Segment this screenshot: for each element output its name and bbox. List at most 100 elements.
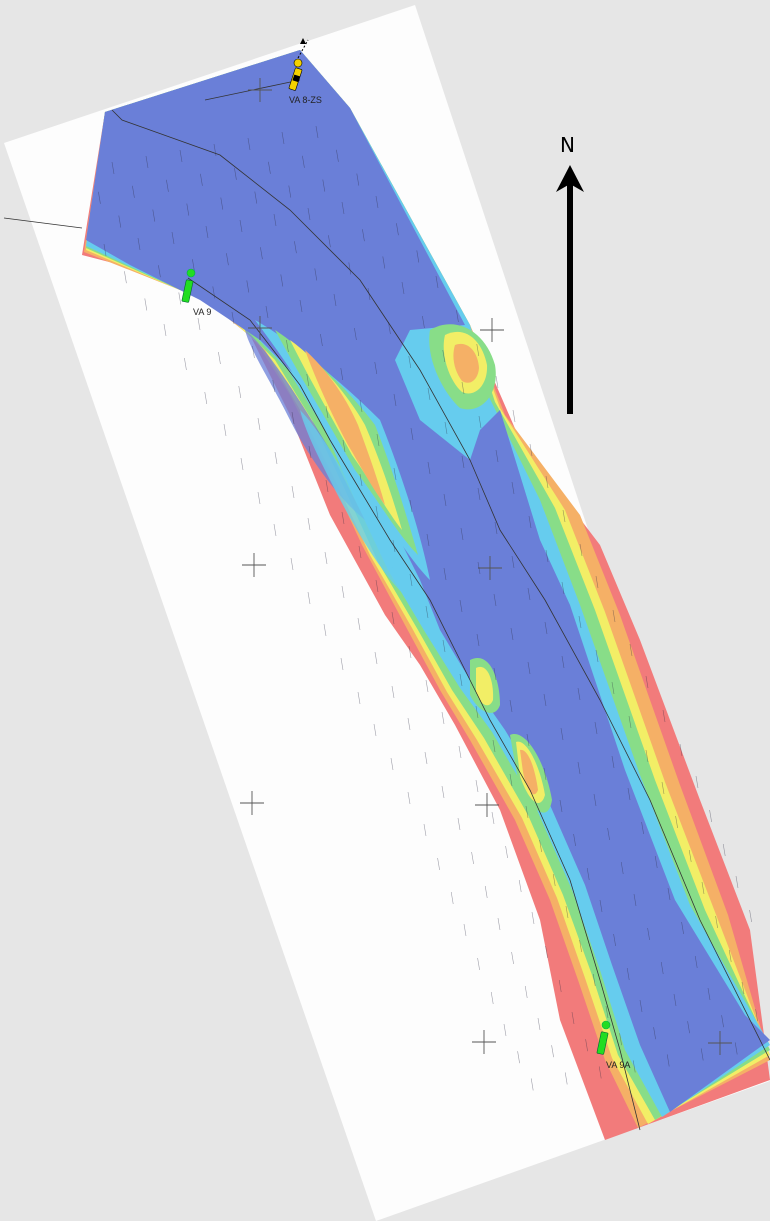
sounding-mark [612,609,616,623]
sounding-mark [475,779,479,793]
grid-cross [480,318,504,342]
sounding-mark [586,867,590,881]
sounding-mark [613,933,616,947]
sounding-mark [620,861,624,875]
north-arrowhead-icon [556,165,584,192]
buoy-va9a[interactable]: VA 9A [596,1020,631,1070]
sounding-mark [653,1027,656,1040]
sounding-mark [324,551,328,565]
sounding-mark [491,811,495,825]
sounding-mark [247,137,251,151]
sounding-mark [493,593,497,607]
sounding-mark [660,961,664,975]
sounding-mark [325,479,329,493]
sounding-mark [409,573,413,587]
sounding-mark [197,317,201,331]
sounding-mark [124,271,127,284]
sounding-mark [163,323,167,337]
sounding-mark [218,351,221,365]
sounding-mark [593,793,597,807]
sounding-mark [525,805,529,819]
sounding-mark [336,149,339,162]
sounding-mark [639,999,643,1013]
sounding-mark [531,911,535,925]
sounding-mark [322,179,326,192]
grid-cross [475,793,499,817]
sounding-mark [441,785,445,799]
sounding-mark [735,875,739,889]
sounding-mark [628,715,632,729]
sounding-mark [687,1021,690,1034]
sounding-mark [494,521,498,535]
sounding-mark [280,274,284,287]
sounding-mark [359,473,363,487]
sounding-mark [492,739,496,753]
sounding-mark [382,256,386,269]
sounding-mark [539,839,542,853]
sounding-mark [543,767,547,781]
sounding-mark [476,633,480,647]
sounding-mark [137,237,141,251]
sounding-mark [722,843,726,857]
sounding-mark [427,461,431,475]
shoal-patches [245,320,552,813]
sounding-mark [695,775,699,789]
sounding-mark [356,173,360,186]
sounding-mark [598,1066,602,1079]
sounding-mark [565,905,569,919]
sounding-mark [573,833,576,847]
sounding-mark [374,651,378,665]
sounding-mark [700,1048,704,1061]
buoy-va8zs[interactable]: VA 8-ZS [288,38,322,105]
sounding-mark [393,467,397,481]
sounding-mark [308,445,312,459]
sounding-mark [273,523,277,537]
sounding-mark [375,579,379,593]
sounding-mark [144,298,148,311]
sounding-mark [200,173,203,186]
sounding-mark [373,723,377,737]
sounding-mark [240,457,244,471]
sounding-mark [594,721,598,735]
sounding-mark [510,627,514,641]
sounding-mark [416,250,420,263]
sounding-mark [611,755,615,769]
sounding-mark [396,223,399,236]
sounding-mark [579,543,583,557]
sounding-mark [426,533,430,547]
grid-cross [240,791,264,815]
depth-zone-deep [86,50,770,1112]
sounding-mark [595,575,599,589]
sounding-mark [437,857,440,871]
sounding-mark [511,951,514,965]
sounding-mark [223,423,227,437]
buoy-va9[interactable]: VA 9 [181,268,212,317]
sounding-mark [495,449,499,463]
sounding-mark [299,299,303,313]
sounding-mark [407,791,411,805]
sounding-mark [374,361,378,375]
sounding-mark [443,567,447,581]
sounding-mark [425,679,429,693]
sounding-mark [626,967,630,981]
buoy-label-va9: VA 9 [193,307,211,317]
grid-cross [472,1030,496,1054]
sounding-mark [286,339,289,353]
sounding-mark [577,687,581,701]
sounding-mark [477,957,480,971]
sounding-mark [118,215,122,228]
sounding-mark [647,927,650,941]
sounding-mark [545,549,549,563]
sounding-mark [306,373,310,387]
sounding-mark [103,243,107,257]
sounding-mark [530,1078,534,1091]
sounding-mark [239,219,243,233]
sounding-mark [357,691,361,705]
north-arrow: N [556,133,584,414]
sounding-mark [391,685,395,699]
sounding-mark [741,981,745,995]
sounding-mark [204,391,208,405]
sounding-mark [342,439,346,453]
sounding-mark [220,197,224,210]
buoy-body-icon [181,279,194,303]
